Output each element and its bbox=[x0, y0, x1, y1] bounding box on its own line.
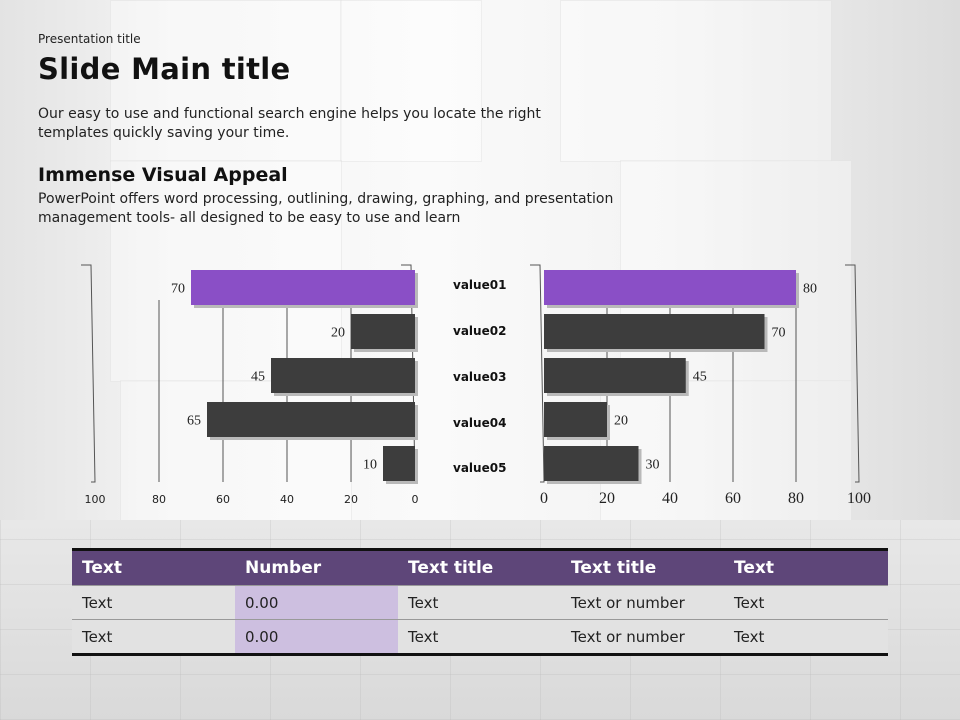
bar bbox=[544, 314, 765, 349]
column-header: Text title bbox=[561, 549, 724, 586]
table-cell: 0.00 bbox=[235, 585, 398, 620]
data-label: 45 bbox=[251, 370, 265, 385]
table-row: Text 0.00 Text Text or number Text bbox=[72, 619, 888, 655]
data-label: 20 bbox=[331, 326, 345, 341]
slide-title: Slide Main title bbox=[38, 52, 291, 86]
column-header: Text bbox=[724, 549, 888, 586]
table-cell: Text bbox=[72, 585, 235, 620]
tick-label: 100 bbox=[85, 493, 106, 506]
wall-panel bbox=[560, 0, 832, 162]
table-cell: Text bbox=[72, 619, 235, 655]
table-header-row: Text Number Text title Text title Text bbox=[72, 549, 888, 586]
data-label: 80 bbox=[803, 282, 817, 297]
bar bbox=[207, 402, 415, 437]
category-label: value02 bbox=[453, 324, 507, 338]
bar bbox=[191, 270, 415, 305]
data-label: 10 bbox=[363, 458, 377, 473]
table-cell: 0.00 bbox=[235, 619, 398, 655]
gridline bbox=[81, 264, 96, 483]
table-cell: Text bbox=[398, 619, 561, 655]
data-table: Text Number Text title Text title Text T… bbox=[72, 548, 888, 656]
category-label: value04 bbox=[453, 416, 507, 430]
tick-label: 80 bbox=[788, 490, 804, 507]
section-body: PowerPoint offers word processing, outli… bbox=[38, 191, 614, 226]
bar bbox=[544, 358, 686, 393]
category-label: value01 bbox=[453, 278, 507, 292]
data-label: 30 bbox=[646, 458, 660, 473]
column-header: Text title bbox=[398, 549, 561, 586]
tick-label: 20 bbox=[599, 490, 615, 507]
column-header: Number bbox=[235, 549, 398, 586]
tick-label: 100 bbox=[847, 490, 871, 507]
tick-label: 80 bbox=[152, 493, 166, 506]
tick-label: 0 bbox=[540, 490, 548, 507]
table-cell: Text bbox=[724, 619, 888, 655]
right-bar-chart: 80 70 45 20 30 0 20 40 60 80 100 bbox=[530, 264, 871, 507]
wall-panel bbox=[340, 0, 482, 162]
wall-panel bbox=[600, 380, 852, 532]
left-bar-chart: 70 20 45 65 10 100 80 60 40 20 0 bbox=[81, 264, 419, 506]
data-label: 65 bbox=[187, 414, 201, 429]
presentation-title: Presentation title bbox=[38, 32, 141, 46]
bar bbox=[544, 446, 639, 481]
data-label: 45 bbox=[693, 370, 707, 385]
data-label: 70 bbox=[772, 326, 786, 341]
column-header: Text bbox=[72, 549, 235, 586]
bar bbox=[544, 402, 607, 437]
intro-text: Our easy to use and functional search en… bbox=[38, 106, 541, 141]
tick-label: 40 bbox=[662, 490, 678, 507]
table-row: Text 0.00 Text Text or number Text bbox=[72, 585, 888, 620]
data-label: 20 bbox=[614, 414, 628, 429]
table-cell: Text or number bbox=[561, 585, 724, 620]
bar bbox=[544, 270, 796, 305]
tick-label: 40 bbox=[280, 493, 294, 506]
gridline bbox=[530, 264, 545, 483]
tick-label: 60 bbox=[725, 490, 741, 507]
bar bbox=[271, 358, 415, 393]
bar bbox=[383, 446, 415, 481]
table-cell: Text or number bbox=[561, 619, 724, 655]
wall-panel bbox=[110, 0, 342, 162]
category-label: value03 bbox=[453, 370, 507, 384]
section-heading: Immense Visual Appeal bbox=[38, 164, 288, 186]
tick-label: 0 bbox=[412, 493, 419, 506]
bar bbox=[351, 314, 415, 349]
gridline bbox=[845, 264, 860, 483]
data-label: 70 bbox=[171, 282, 185, 297]
table-cell: Text bbox=[724, 585, 888, 620]
category-label: value05 bbox=[453, 461, 507, 475]
table-cell: Text bbox=[398, 585, 561, 620]
tick-label: 20 bbox=[344, 493, 358, 506]
tick-label: 60 bbox=[216, 493, 230, 506]
